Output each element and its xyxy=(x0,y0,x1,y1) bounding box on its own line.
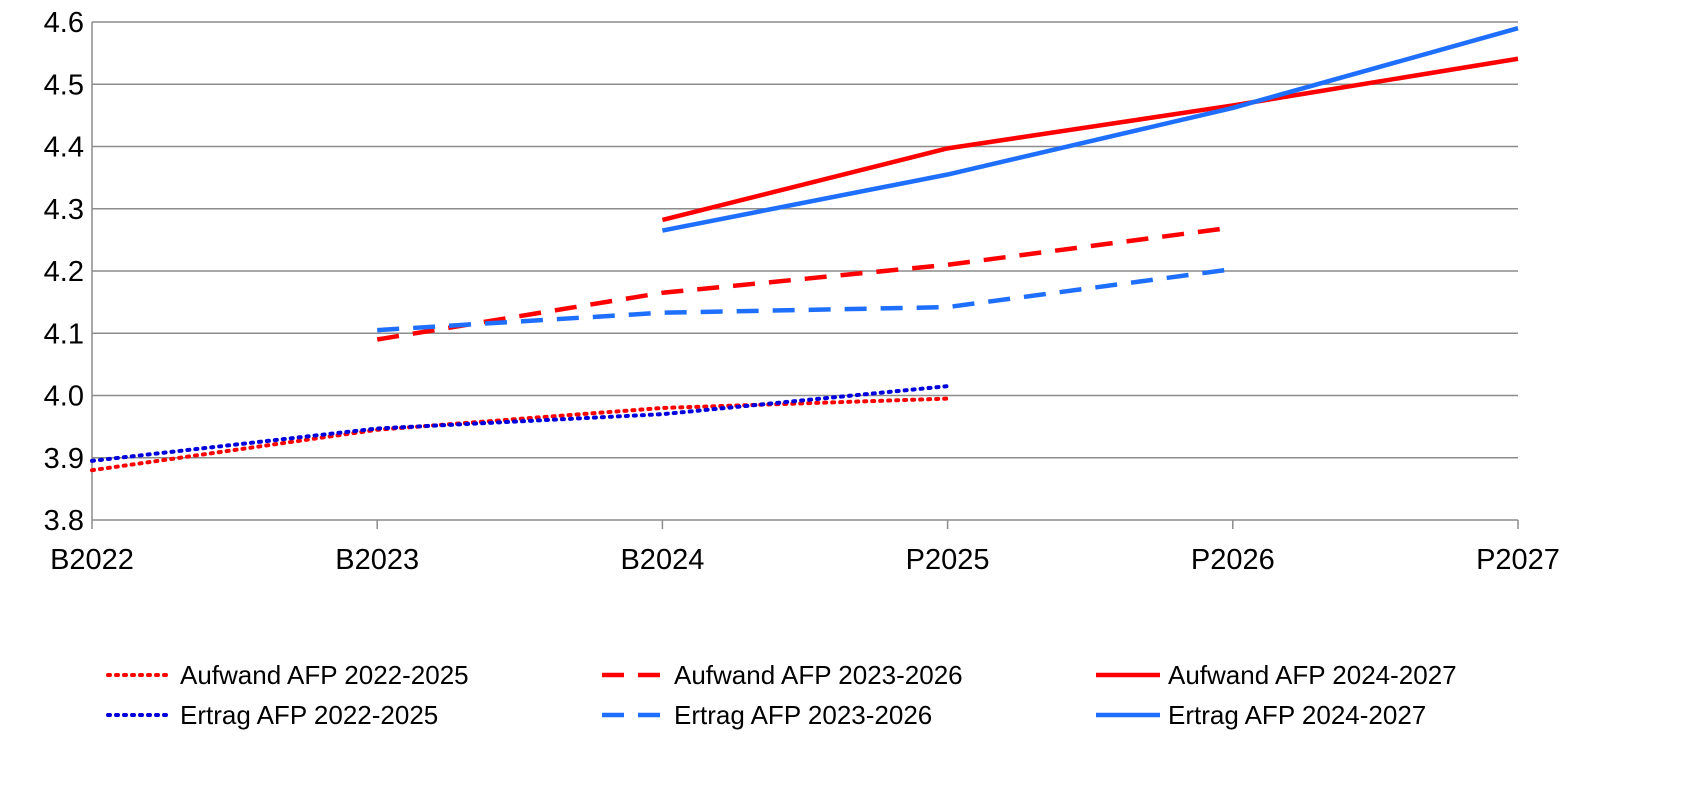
series-group xyxy=(90,26,1519,473)
axes: 3.8 3.9 4.0 4.1 4.2 4.3 4.4 4.5 4.6 B2022 B2023 B20… xyxy=(44,7,1560,576)
series-line-3 xyxy=(661,56,1519,223)
y-tick-label: 4.4 xyxy=(44,132,84,164)
x-tick-label: P2027 xyxy=(1476,544,1560,576)
y-tick-label: 4.3 xyxy=(44,194,84,226)
y-tick-label: 4.6 xyxy=(44,7,84,39)
y-tick-label: 4.0 xyxy=(44,381,84,413)
legend-label: Aufwand AFP 2023-2026 xyxy=(674,660,963,690)
legend-label: Ertrag AFP 2024-2027 xyxy=(1168,700,1426,730)
legend-label: Aufwand AFP 2024-2027 xyxy=(1168,660,1457,690)
legend-label: Ertrag AFP 2023-2026 xyxy=(674,700,932,730)
x-tick-label: P2026 xyxy=(1191,544,1275,576)
series-line-1 xyxy=(90,396,950,473)
series-line-6 xyxy=(661,26,1519,233)
legend-label: Ertrag AFP 2022-2025 xyxy=(180,700,438,730)
y-tick-label: 4.2 xyxy=(44,256,84,288)
legend: Aufwand AFP 2022-2025 Aufwand AFP 2023-20… xyxy=(106,660,1457,730)
legend-label: Aufwand AFP 2022-2025 xyxy=(180,660,469,690)
y-tick-label: 3.8 xyxy=(44,505,84,537)
series-line-2 xyxy=(376,225,1234,342)
y-tick-label: 3.9 xyxy=(44,443,84,475)
x-tick-label: P2025 xyxy=(906,544,990,576)
x-tick-label: B2023 xyxy=(335,544,419,576)
series-line-4 xyxy=(90,384,950,463)
y-tick-label: 4.1 xyxy=(44,318,84,350)
x-tick-label: B2022 xyxy=(50,544,134,576)
y-tick-label: 4.5 xyxy=(44,69,84,101)
x-tick-label: B2024 xyxy=(620,544,704,576)
grid xyxy=(92,21,1518,459)
